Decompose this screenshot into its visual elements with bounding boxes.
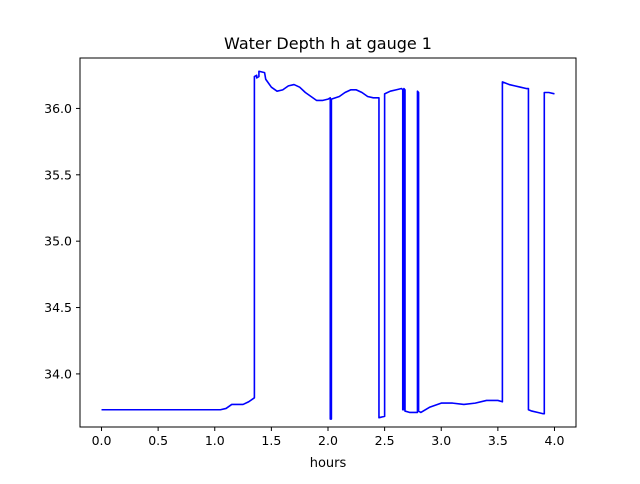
y-tick-label: 35.5: [44, 167, 72, 182]
x-tick-label: 2.0: [318, 433, 338, 448]
x-tick-label: 1.5: [261, 433, 281, 448]
plot-lines: [101, 70, 555, 420]
x-tick-label: 2.5: [375, 433, 395, 448]
x-tick-label: 3.5: [488, 433, 508, 448]
x-tick-label: 1.0: [205, 433, 225, 448]
plot-frame: [79, 57, 577, 428]
series-line-1: [101, 70, 555, 420]
y-tick-label: 34.5: [44, 300, 72, 315]
y-tick-label: 35.0: [44, 234, 72, 249]
x-tick-label: 4.0: [545, 433, 565, 448]
x-tick-label: 0.5: [148, 433, 168, 448]
y-tick-label: 36.0: [44, 101, 72, 116]
x-tick-label: 0.0: [92, 433, 112, 448]
x-axis-label: hours: [310, 456, 347, 471]
x-tick-label: 3.0: [431, 433, 451, 448]
x-axis-ticks: 0.0 0.5 1.0 1.5 2.0 2.5 3.0 3.5 4.0: [92, 427, 565, 448]
chart-title: Water Depth h at gauge 1: [224, 34, 432, 53]
y-tick-label: 34.0: [44, 366, 72, 381]
y-axis-ticks: 34.0 34.5 35.0 35.5 36.0: [44, 101, 80, 381]
